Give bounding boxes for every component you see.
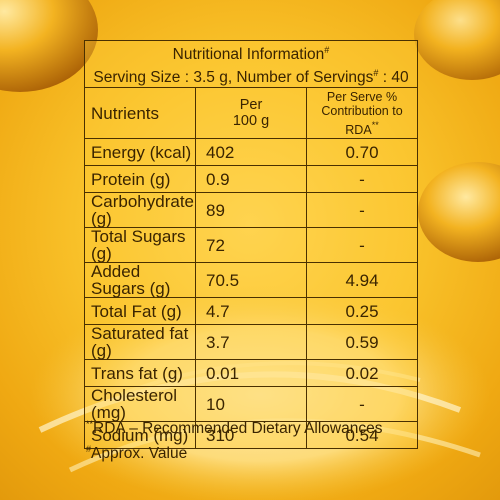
table-row: Added Sugars (g) 70.5 4.94 xyxy=(84,262,418,298)
per-serve-rda-value: - xyxy=(306,227,418,263)
header-per-100g: Per 100 g xyxy=(195,87,307,139)
per-100g-value: 72 xyxy=(195,227,307,263)
per-100g-value: 3.7 xyxy=(195,324,307,360)
per-serve-rda-value: 0.54 xyxy=(306,421,418,449)
table-row: Protein (g) 0.9- xyxy=(84,165,418,193)
header-per-serve-line1: Per Serve % xyxy=(326,89,398,104)
footnote-rda: **RDA – Recommended Dietary Allowances xyxy=(86,414,382,439)
per-serve-rda-value: - xyxy=(306,165,418,193)
header-per-100g-line1: Per xyxy=(239,97,263,113)
per-serve-rda-value: - xyxy=(306,192,418,228)
nutrient-name: Saturated fat (g) xyxy=(84,324,196,360)
header-per-serve-line2: Contribution to RDA xyxy=(321,103,403,137)
nutrient-name: Total Sugars (g) xyxy=(84,227,196,263)
per-serve-rda-value: 0.70 xyxy=(306,138,418,166)
candy-top-left xyxy=(0,0,98,92)
footnote-approx-mark: # xyxy=(86,444,92,454)
table-title: Nutritional Information xyxy=(172,46,325,63)
per-serve-rda-value: 4.94 xyxy=(306,262,418,298)
footnote-rda-text: RDA – Recommended Dietary Allowances xyxy=(93,420,383,437)
header-nutrients-label: Nutrients xyxy=(91,103,160,123)
nutrient-name: Trans fat (g) xyxy=(84,359,196,387)
table-row: Carbohydrate (g) 89- xyxy=(84,192,418,228)
per-serve-rda-value: 0.02 xyxy=(306,359,418,387)
per-100g-value: 0.9 xyxy=(195,165,307,193)
table-row: Saturated fat (g) 3.7 0.59 xyxy=(84,324,418,360)
table-title-cell: Nutritional Information# Serving Size : … xyxy=(84,40,418,88)
serving-count: : 40 xyxy=(382,69,409,86)
per-serve-rda-value: 0.25 xyxy=(306,297,418,325)
table-title-row: Nutritional Information# Serving Size : … xyxy=(84,40,418,88)
serving-size: Serving Size : 3.5 g, Number of Servings xyxy=(93,69,374,86)
per-100g-value: 70.5 xyxy=(195,262,307,298)
nutrient-name: Total Fat (g) xyxy=(84,297,196,325)
table-row: Trans fat (g) 0.01 0.02 xyxy=(84,359,418,387)
nutrient-name: Sodium (mg) xyxy=(84,421,196,449)
per-100g-value: 0.01 xyxy=(195,359,307,387)
per-serve-rda-value: 0.59 xyxy=(306,324,418,360)
nutrient-name: Protein (g) xyxy=(84,165,196,193)
nutrient-name: Carbohydrate (g) xyxy=(84,192,196,228)
per-serve-rda-value: - xyxy=(306,386,418,422)
footnote-approx: #Approx. Value xyxy=(86,439,382,464)
table-row: Cholesterol (mg) 10- xyxy=(84,386,418,422)
header-per-serve: Per Serve % Contribution to RDA** xyxy=(306,87,418,139)
table-row: Total Sugars (g) 72- xyxy=(84,227,418,263)
per-100g-value: 89 xyxy=(195,192,307,228)
table-row: Sodium (mg) 310 0.54 xyxy=(84,421,418,449)
title-footnote-mark: # xyxy=(324,45,330,55)
nutrient-name: Energy (kcal) xyxy=(84,138,196,166)
candy-right xyxy=(418,162,500,262)
footnote-approx-text: Approx. Value xyxy=(91,445,188,462)
rda-footnote-mark: ** xyxy=(371,119,379,130)
header-nutrients: Nutrients xyxy=(84,87,196,139)
nutrition-table: Nutritional Information# Serving Size : … xyxy=(84,40,418,449)
serving-footnote-mark: # xyxy=(373,68,379,78)
per-100g-value: 310 xyxy=(195,421,307,449)
nutrient-name: Added Sugars (g) xyxy=(84,262,196,298)
candy-top-right xyxy=(414,0,500,80)
per-100g-value: 402 xyxy=(195,138,307,166)
nutrition-panel: Nutritional Information# Serving Size : … xyxy=(84,40,418,449)
header-per-100g-line2: 100 g xyxy=(232,113,270,129)
footnotes: **RDA – Recommended Dietary Allowances #… xyxy=(86,414,382,464)
per-100g-value: 4.7 xyxy=(195,297,307,325)
table-row: Energy (kcal) 402 0.70 xyxy=(84,138,418,166)
footnote-rda-mark: ** xyxy=(86,419,94,429)
table-row: Total Fat (g) 4.7 0.25 xyxy=(84,297,418,325)
table-header-row: Nutrients Per 100 g Per Serve % Contribu… xyxy=(84,87,418,139)
nutrient-name: Cholesterol (mg) xyxy=(84,386,196,422)
